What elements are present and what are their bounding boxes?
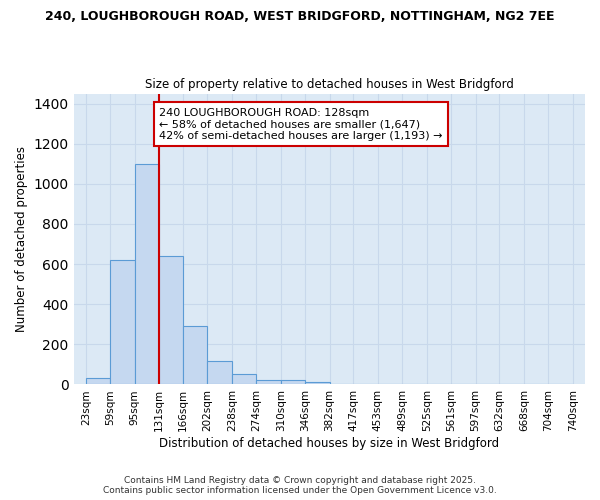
Bar bbox=[86, 378, 110, 384]
Bar bbox=[256, 380, 281, 384]
Text: Contains HM Land Registry data © Crown copyright and database right 2025.
Contai: Contains HM Land Registry data © Crown c… bbox=[103, 476, 497, 495]
Bar bbox=[281, 380, 305, 384]
Bar bbox=[134, 164, 159, 384]
Bar bbox=[183, 326, 208, 384]
Bar bbox=[305, 382, 329, 384]
Y-axis label: Number of detached properties: Number of detached properties bbox=[15, 146, 28, 332]
Text: 240 LOUGHBOROUGH ROAD: 128sqm
← 58% of detached houses are smaller (1,647)
42% o: 240 LOUGHBOROUGH ROAD: 128sqm ← 58% of d… bbox=[159, 108, 443, 141]
X-axis label: Distribution of detached houses by size in West Bridgford: Distribution of detached houses by size … bbox=[159, 437, 499, 450]
Bar bbox=[232, 374, 256, 384]
Bar bbox=[159, 256, 183, 384]
Bar bbox=[110, 260, 134, 384]
Bar bbox=[208, 362, 232, 384]
Title: Size of property relative to detached houses in West Bridgford: Size of property relative to detached ho… bbox=[145, 78, 514, 91]
Text: 240, LOUGHBOROUGH ROAD, WEST BRIDGFORD, NOTTINGHAM, NG2 7EE: 240, LOUGHBOROUGH ROAD, WEST BRIDGFORD, … bbox=[45, 10, 555, 23]
